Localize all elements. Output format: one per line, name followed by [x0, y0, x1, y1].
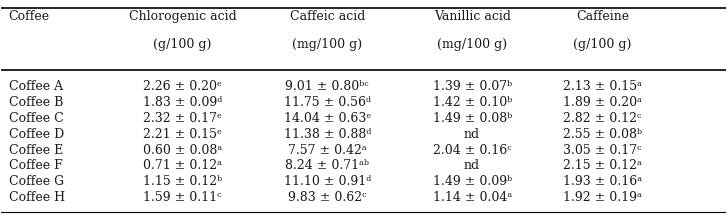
Text: 2.13 ± 0.15ᵃ: 2.13 ± 0.15ᵃ: [563, 80, 642, 93]
Text: Caffeine: Caffeine: [576, 10, 629, 23]
Text: 8.24 ± 0.71ᵃᵇ: 8.24 ± 0.71ᵃᵇ: [285, 159, 369, 172]
Text: 1.15 ± 0.12ᵇ: 1.15 ± 0.12ᵇ: [143, 175, 222, 188]
Text: 2.04 ± 0.16ᶜ: 2.04 ± 0.16ᶜ: [433, 144, 512, 157]
Text: Chlorogenic acid: Chlorogenic acid: [129, 10, 236, 23]
Text: Coffee F: Coffee F: [9, 159, 63, 172]
Text: 1.49 ± 0.08ᵇ: 1.49 ± 0.08ᵇ: [433, 112, 512, 125]
Text: 1.42 ± 0.10ᵇ: 1.42 ± 0.10ᵇ: [433, 96, 512, 109]
Text: 7.57 ± 0.42ᵃ: 7.57 ± 0.42ᵃ: [288, 144, 366, 157]
Text: 2.55 ± 0.08ᵇ: 2.55 ± 0.08ᵇ: [563, 128, 642, 141]
Text: 9.01 ± 0.80ᵇᶜ: 9.01 ± 0.80ᵇᶜ: [286, 80, 369, 93]
Text: 2.15 ± 0.12ᵃ: 2.15 ± 0.12ᵃ: [563, 159, 642, 172]
Text: (mg/100 g): (mg/100 g): [292, 38, 362, 51]
Text: 2.26 ± 0.20ᵉ: 2.26 ± 0.20ᵉ: [143, 80, 222, 93]
Text: 2.82 ± 0.12ᶜ: 2.82 ± 0.12ᶜ: [563, 112, 642, 125]
Text: 0.71 ± 0.12ᵃ: 0.71 ± 0.12ᵃ: [143, 159, 222, 172]
Text: nd: nd: [464, 159, 481, 172]
Text: 1.83 ± 0.09ᵈ: 1.83 ± 0.09ᵈ: [142, 96, 222, 109]
Text: Coffee C: Coffee C: [9, 112, 63, 125]
Text: 1.14 ± 0.04ᵃ: 1.14 ± 0.04ᵃ: [433, 191, 512, 204]
Text: 14.04 ± 0.63ᵉ: 14.04 ± 0.63ᵉ: [284, 112, 371, 125]
Text: 2.21 ± 0.15ᵉ: 2.21 ± 0.15ᵉ: [143, 128, 222, 141]
Text: 1.93 ± 0.16ᵃ: 1.93 ± 0.16ᵃ: [563, 175, 642, 188]
Text: 1.49 ± 0.09ᵇ: 1.49 ± 0.09ᵇ: [433, 175, 512, 188]
Text: Coffee D: Coffee D: [9, 128, 64, 141]
Text: 0.60 ± 0.08ᵃ: 0.60 ± 0.08ᵃ: [142, 144, 222, 157]
Text: 9.83 ± 0.62ᶜ: 9.83 ± 0.62ᶜ: [288, 191, 366, 204]
Text: Coffee A: Coffee A: [9, 80, 63, 93]
Text: 11.10 ± 0.91ᵈ: 11.10 ± 0.91ᵈ: [284, 175, 371, 188]
Text: Coffee G: Coffee G: [9, 175, 64, 188]
Text: 11.75 ± 0.56ᵈ: 11.75 ± 0.56ᵈ: [284, 96, 371, 109]
Text: 1.89 ± 0.20ᵃ: 1.89 ± 0.20ᵃ: [563, 96, 642, 109]
Text: 1.59 ± 0.11ᶜ: 1.59 ± 0.11ᶜ: [143, 191, 222, 204]
Text: 1.92 ± 0.19ᵃ: 1.92 ± 0.19ᵃ: [563, 191, 642, 204]
Text: 1.39 ± 0.07ᵇ: 1.39 ± 0.07ᵇ: [433, 80, 512, 93]
Text: (mg/100 g): (mg/100 g): [437, 38, 507, 51]
Text: (g/100 g): (g/100 g): [153, 38, 212, 51]
Text: 11.38 ± 0.88ᵈ: 11.38 ± 0.88ᵈ: [284, 128, 371, 141]
Text: nd: nd: [464, 128, 481, 141]
Text: Vanillic acid: Vanillic acid: [433, 10, 510, 23]
Text: (g/100 g): (g/100 g): [574, 38, 632, 51]
Text: Coffee H: Coffee H: [9, 191, 65, 204]
Text: Coffee B: Coffee B: [9, 96, 63, 109]
Text: Coffee E: Coffee E: [9, 144, 63, 157]
Text: Caffeic acid: Caffeic acid: [289, 10, 365, 23]
Text: 2.32 ± 0.17ᵉ: 2.32 ± 0.17ᵉ: [143, 112, 222, 125]
Text: 3.05 ± 0.17ᶜ: 3.05 ± 0.17ᶜ: [563, 144, 642, 157]
Text: Coffee: Coffee: [9, 10, 49, 23]
